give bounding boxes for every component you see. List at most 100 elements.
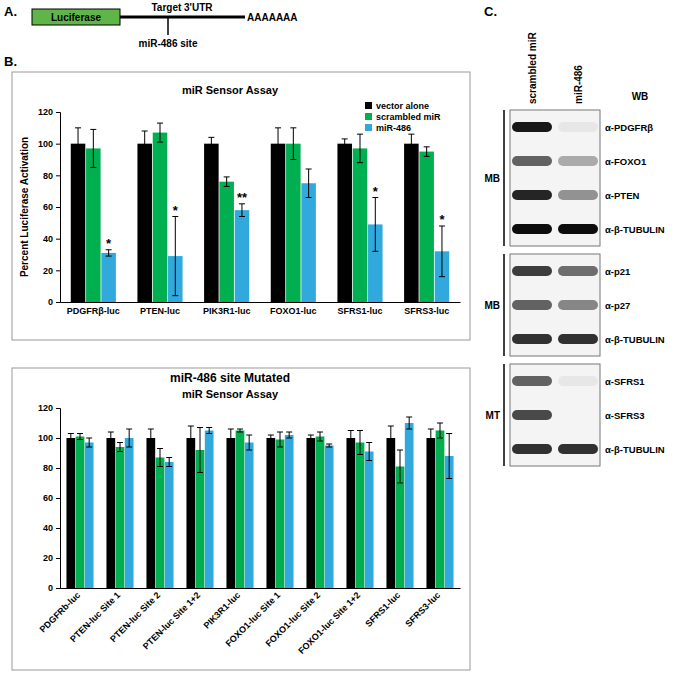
bar — [236, 431, 245, 589]
error-bar-cap — [437, 438, 443, 439]
group-bracket — [503, 364, 505, 466]
x-tick-label: FOXO1-luc — [270, 306, 317, 316]
x-axis-line — [61, 588, 461, 589]
blot-band — [512, 266, 552, 276]
error-bar-stem — [150, 429, 151, 447]
error-bar — [239, 204, 245, 217]
error-bar-cap — [75, 159, 81, 160]
error-bar-cap — [206, 427, 212, 428]
error-bar-cap — [224, 186, 230, 187]
y-tick: 120 — [38, 403, 60, 413]
significance-marker: * — [106, 236, 112, 251]
y-tick: 80 — [43, 171, 60, 181]
bar — [156, 458, 165, 589]
error-bar-cap — [397, 450, 403, 451]
error-bar — [437, 423, 443, 438]
y-tick-label: 60 — [43, 493, 53, 503]
y-tick-label: 120 — [38, 403, 53, 413]
legend-swatch — [365, 113, 372, 120]
error-bar — [188, 426, 194, 450]
error-bar-cap — [142, 156, 148, 157]
error-bar-cap — [237, 432, 243, 433]
site-tick — [167, 17, 169, 35]
error-bar — [148, 429, 154, 447]
chart-title: miR Sensor Assay — [182, 84, 279, 96]
bar — [106, 438, 115, 588]
error-bar-cap — [239, 216, 245, 217]
error-bar-stem — [200, 428, 201, 473]
blot-band — [558, 376, 598, 386]
error-bar — [166, 458, 172, 467]
error-bar-stem — [270, 435, 271, 441]
error-bar — [206, 428, 212, 434]
x-tick: PDGFRb-luc — [38, 588, 83, 635]
y-tick-mark — [56, 207, 60, 208]
x-tick: PIK3R1-luc — [202, 588, 243, 631]
error-bar — [246, 435, 252, 450]
error-bar-cap — [306, 197, 312, 198]
bar — [205, 431, 214, 589]
blot-band — [558, 122, 598, 132]
error-bar-cap — [428, 447, 434, 448]
error-bar-stem — [409, 417, 410, 429]
bar — [86, 148, 101, 302]
y-tick-mark — [56, 302, 60, 303]
error-bar-cap — [408, 153, 414, 154]
bar — [325, 446, 334, 589]
x-tick: PTEN-luc Site 1+2 — [141, 588, 202, 651]
error-bar — [290, 128, 296, 160]
error-bar-stem — [230, 429, 231, 447]
blot-band — [512, 444, 552, 454]
x-tick: PTEN-luc — [140, 302, 180, 316]
group-label: MB — [484, 173, 500, 184]
x-axis: PDGFRb-lucPTEN-luc Site 1PTEN-luc Site 2… — [38, 588, 461, 656]
error-bar — [357, 431, 363, 455]
error-bar-cap — [90, 129, 96, 130]
y-tick-mark — [56, 528, 60, 529]
x-tick: PDGFRβ-luc — [67, 302, 120, 316]
group-label: MT — [486, 410, 500, 421]
x-tick: SFRS3-luc — [403, 588, 442, 629]
error-bar — [208, 137, 214, 150]
error-bar-stem — [80, 434, 81, 440]
error-bar-cap — [166, 457, 172, 458]
plot-marks — [66, 417, 453, 588]
error-bar — [172, 217, 178, 296]
bar — [353, 148, 368, 302]
y-tick: 20 — [43, 553, 60, 563]
error-bar-cap — [277, 432, 283, 433]
error-bar-stem — [226, 177, 227, 187]
blot-band — [558, 410, 598, 420]
bar — [396, 467, 405, 589]
significance-marker: ** — [237, 190, 248, 205]
error-bar-stem — [209, 428, 210, 434]
y-tick-mark — [56, 239, 60, 240]
chart-header: miR-486 site Mutated — [170, 371, 290, 385]
error-bar — [277, 432, 283, 447]
bar — [66, 438, 75, 588]
x-axis-line — [61, 302, 461, 303]
error-bar-cap — [246, 450, 252, 451]
error-bar-cap — [148, 429, 154, 430]
bar — [346, 438, 355, 588]
error-bar — [275, 128, 281, 160]
error-bar-stem — [249, 435, 250, 450]
error-bar — [439, 226, 445, 277]
error-bar-stem — [110, 432, 111, 444]
error-bar — [357, 134, 363, 163]
bar — [426, 438, 435, 588]
blot-band — [512, 224, 552, 234]
bar — [266, 438, 275, 588]
error-bar — [126, 429, 132, 447]
y-tick: 0 — [48, 583, 60, 593]
error-bar-cap — [268, 441, 274, 442]
y-axis-line — [56, 113, 61, 303]
significance-marker: * — [173, 203, 179, 218]
error-bar — [197, 428, 203, 473]
y-tick-label: 100 — [38, 139, 53, 149]
blot-box — [510, 364, 600, 466]
error-bar-cap — [126, 429, 132, 430]
antibody-label: α-PTEN — [605, 190, 639, 201]
error-bar-cap — [237, 429, 243, 430]
bar — [386, 438, 395, 588]
